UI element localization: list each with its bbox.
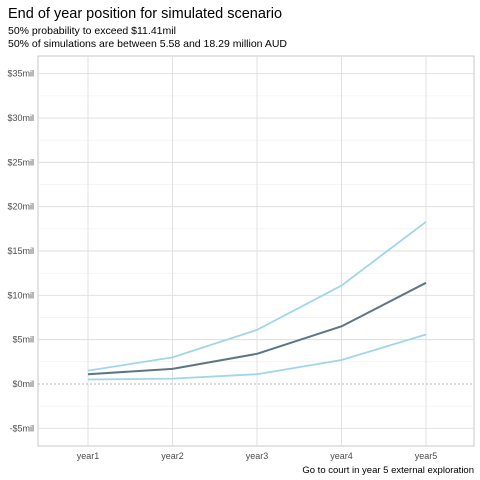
y-tick-label: -$5mil — [9, 423, 34, 433]
x-tick-label: year2 — [161, 451, 184, 461]
x-tick-label: year4 — [330, 451, 353, 461]
y-tick-label: $35mil — [7, 69, 34, 79]
y-tick-label: $15mil — [7, 246, 34, 256]
y-tick-label: $0mil — [12, 379, 34, 389]
chart-subtitle-range: 50% of simulations are between 5.58 and … — [8, 38, 287, 50]
y-tick-label: $10mil — [7, 290, 34, 300]
upper-band-series-line — [87, 221, 427, 372]
x-tick-label: year1 — [77, 451, 100, 461]
y-tick-label: $20mil — [7, 202, 34, 212]
x-tick-label: year5 — [415, 451, 438, 461]
y-tick-label: $5mil — [12, 335, 34, 345]
y-tick-label: $25mil — [7, 157, 34, 167]
chart-title: End of year position for simulated scena… — [8, 6, 283, 22]
median-series-line — [87, 281, 427, 376]
y-tick-label: $30mil — [7, 113, 34, 123]
chart-subtitle-probability: 50% probability to exceed $11.41mil — [8, 25, 176, 37]
lower-band-series-line — [87, 333, 427, 381]
x-tick-label: year3 — [246, 451, 269, 461]
chart-caption: Go to court in year 5 external explorati… — [302, 465, 474, 476]
